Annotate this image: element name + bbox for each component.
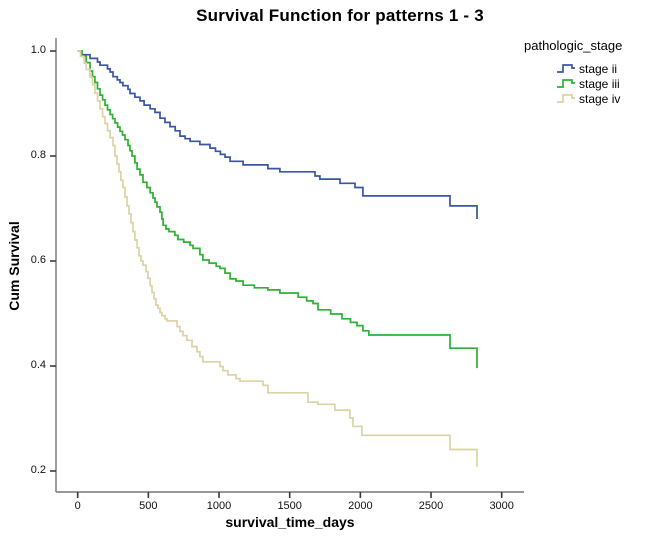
- legend: pathologic_stage stage ii stage iii stage …: [524, 38, 650, 106]
- survival-curve-stage-iv: [77, 50, 478, 467]
- legend-items: stage ii stage iii stage iv: [524, 61, 650, 106]
- legend-item-label: stage iv: [579, 91, 621, 106]
- survival-curve-stage-iii: [77, 50, 478, 369]
- legend-item-label: stage ii: [579, 61, 618, 76]
- step-line-icon: [557, 79, 575, 88]
- legend-item: stage iii: [524, 76, 650, 91]
- chart-title: Survival Function for patterns 1 - 3: [196, 6, 484, 25]
- legend-item: stage iv: [524, 91, 650, 106]
- y-tick-label: 0.4: [30, 359, 46, 371]
- x-tick-label: 1000: [206, 500, 232, 512]
- x-tick-label: 500: [139, 500, 158, 512]
- y-tick-label: 0.6: [30, 254, 46, 266]
- y-tick-label: 1.0: [30, 44, 46, 57]
- y-axis-label: Cum Survival: [6, 221, 22, 311]
- x-tick-label: 2000: [348, 500, 373, 512]
- x-tick-label: 0: [74, 500, 81, 512]
- y-tick-label: 0.8: [30, 149, 46, 161]
- x-tick-label: 3000: [489, 500, 514, 512]
- x-tick-label: 2500: [418, 500, 444, 512]
- x-axis-label: survival_time_days: [225, 514, 355, 530]
- legend-title: pathologic_stage: [524, 38, 623, 53]
- legend-item-label: stage iii: [579, 76, 620, 91]
- x-tick-label: 1500: [277, 500, 302, 512]
- step-line-icon: [557, 94, 575, 103]
- survival-curve-stage-ii: [77, 50, 478, 219]
- step-line-icon: [557, 64, 575, 73]
- y-tick-label: 0.2: [30, 464, 46, 476]
- legend-item: stage ii: [524, 61, 650, 76]
